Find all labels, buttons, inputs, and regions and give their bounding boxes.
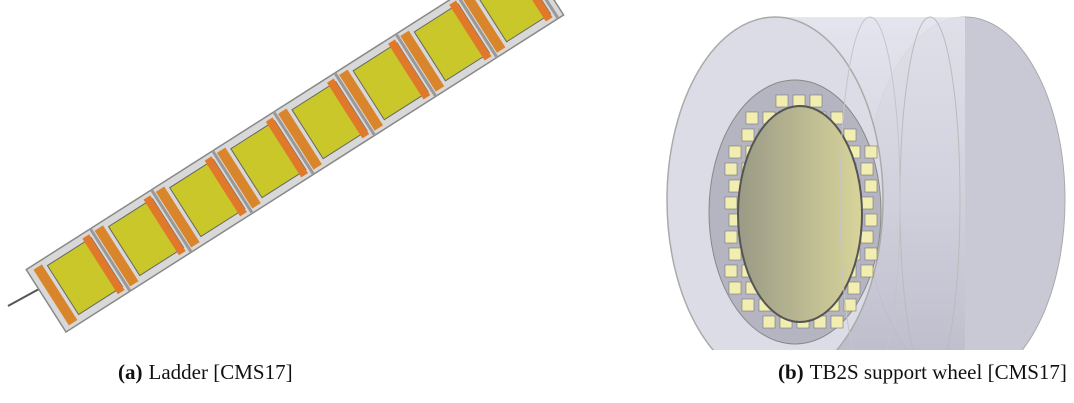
figure-images [0,0,1074,350]
caption-label: (a) [118,360,143,384]
caption-text: Ladder [CMS17] [149,360,293,384]
module-tile [763,316,775,328]
module-tile [725,265,737,277]
module-tile [725,163,737,175]
module-tile [865,180,877,192]
ladder-image [26,0,563,332]
module-tile [865,214,877,226]
module-tile [848,282,860,294]
module-tile [725,197,737,209]
module-tile [810,95,822,107]
module-tile [729,146,741,158]
module-tile [831,316,843,328]
page: {"figures": [ {"label": "(a)", "caption"… [0,0,1074,403]
module-tile [746,112,758,124]
caption-label: (b) [778,360,804,384]
module-tile [742,129,754,141]
module-tile [861,231,873,243]
caption-a: (a)Ladder [CMS17] [118,360,293,385]
module-tile [729,248,741,260]
wheel-image [667,17,1065,350]
caption-b: (b)TB2S support wheel [CMS17] [778,360,1067,385]
module-tile [725,231,737,243]
caption-text: TB2S support wheel [CMS17] [810,360,1067,384]
module-tile [861,265,873,277]
module-tile [865,146,877,158]
module-tile [776,95,788,107]
module-tile [861,163,873,175]
module-tile [742,299,754,311]
module-tile [865,248,877,260]
module-tile [729,282,741,294]
